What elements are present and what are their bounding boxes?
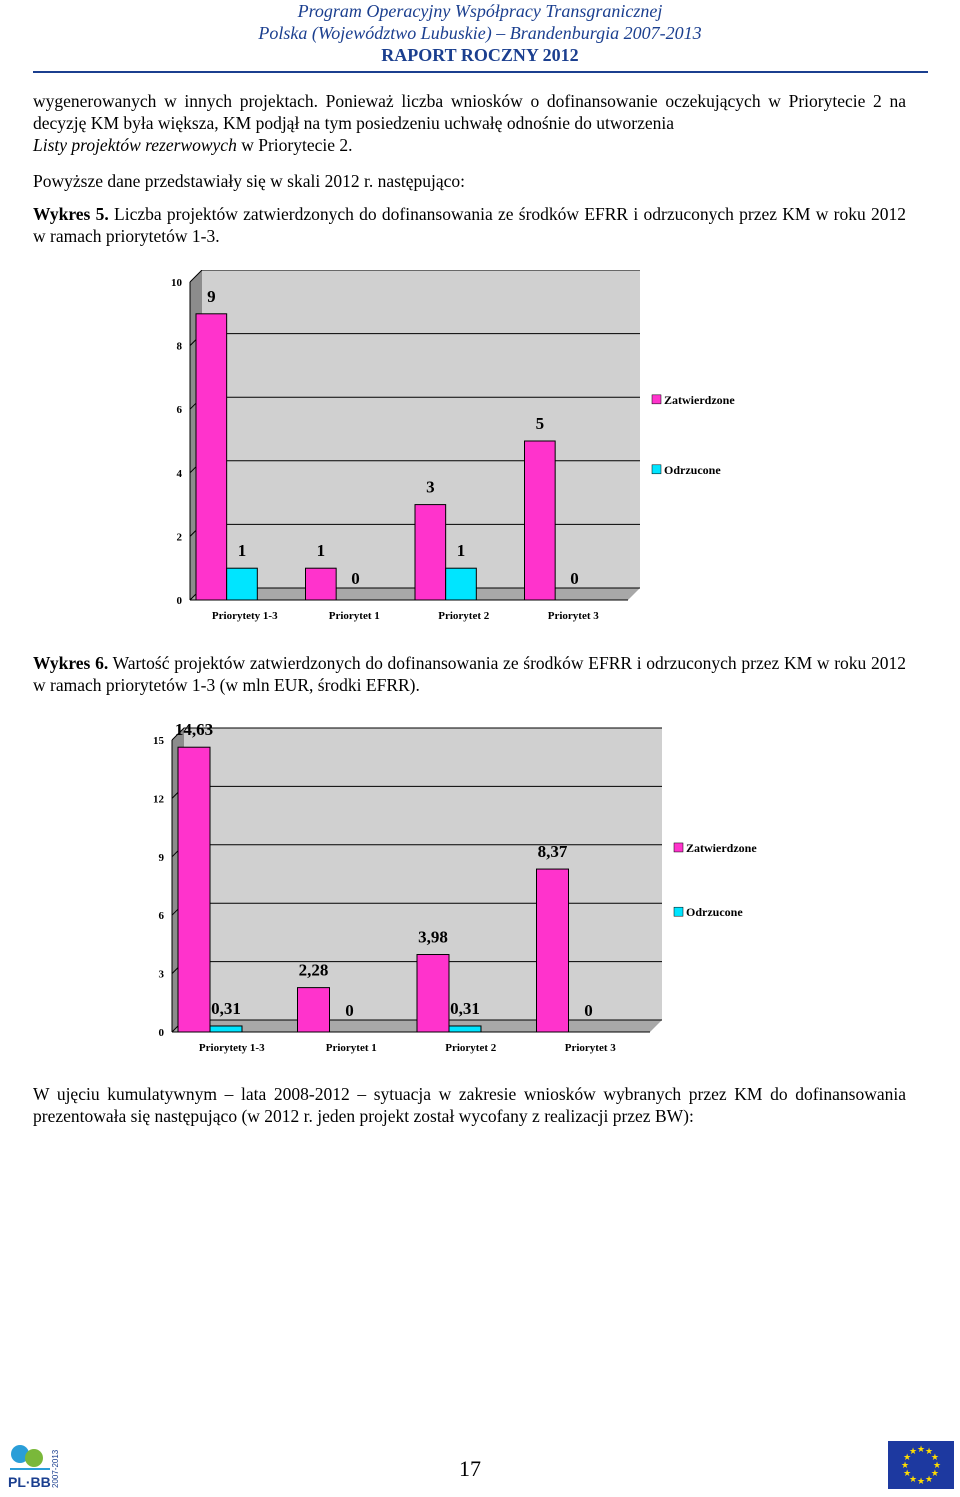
bar-approved <box>416 954 450 1033</box>
chart-5-caption-text: Liczba projektów zatwierdzonych do dofin… <box>33 204 906 246</box>
header-region-line: Polska (Województwo Lubuskie) – Brandenb… <box>258 23 702 43</box>
legend-swatch <box>651 464 662 475</box>
y-tick-label: 0 <box>177 595 183 607</box>
x-tick-label: Priorytet 2 <box>438 610 489 622</box>
bar-approved <box>414 504 447 601</box>
paragraph-intro-tail: Listy projektów rezerwowych w Prioryteci… <box>33 134 906 156</box>
reserve-list-term: Listy projektów rezerwowych <box>33 135 237 155</box>
bar-approved <box>177 746 211 1033</box>
eu-star: ★ <box>931 1453 939 1463</box>
chart-6-svg: 0 3 6 9 12 15 Priorytety 1-3 14,63 0,31 Priorytet… <box>153 720 757 1054</box>
data-label: 2,28 <box>299 961 329 980</box>
data-label: 0,31 <box>211 999 241 1018</box>
y-tick-label: 3 <box>159 969 165 981</box>
header-divider <box>33 71 928 73</box>
x-tick-label: Priorytet 2 <box>445 1042 496 1054</box>
header-report-title: RAPORT ROCZNY 2012 <box>381 45 579 65</box>
x-tick-label: Priorytet 3 <box>548 610 599 622</box>
eu-star: ★ <box>901 1461 909 1471</box>
page-number: 17 <box>459 1456 481 1481</box>
data-label: 0 <box>570 569 579 588</box>
legend-swatch <box>673 842 684 853</box>
bar-approved <box>297 987 330 1033</box>
x-tick-label: Priorytety 1-3 <box>212 610 278 622</box>
bar-approved <box>536 868 569 1033</box>
y-tick-label: 12 <box>153 793 165 805</box>
gridline <box>189 270 640 283</box>
bar-rejected <box>209 1025 243 1033</box>
eu-star: ★ <box>909 1475 917 1485</box>
chart-5-caption-label: Wykres 5. <box>33 204 109 224</box>
bar-rejected <box>448 1025 482 1033</box>
paragraph-intro-tail-rest: w Priorytecie 2. <box>236 135 353 155</box>
plbb-logo-icon: PL·BB 2007-2013 <box>8 1445 60 1490</box>
eu-flag: ★ ★ ★ ★ ★ ★ ★ ★ ★ ★ ★ ★ <box>888 1441 954 1489</box>
y-tick-label: 2 <box>177 531 183 543</box>
bar-approved <box>305 567 337 601</box>
header-program-line: Program Operacyjny Współpracy Transgrani… <box>297 1 663 21</box>
data-label: 1 <box>457 541 466 560</box>
x-tick-label: Priorytet 1 <box>329 610 380 622</box>
chart-6-caption-label: Wykres 6. <box>33 653 109 673</box>
chart-5: 0 2 4 6 8 10 Priorytety 1-3 9 1 Priorytet 1 1 0 Prio… <box>150 270 770 630</box>
paragraph-intro-text: wygenerowanych w innych projektach. Poni… <box>33 91 906 133</box>
eu-star: ★ <box>903 1469 911 1479</box>
data-label: 0 <box>584 1001 593 1020</box>
plbb-logo-years: 2007-2013 <box>51 1449 60 1488</box>
y-tick-label: 4 <box>177 468 183 480</box>
plbb-logo: PL·BB 2007-2013 <box>4 1440 64 1492</box>
x-tick-label: Priorytet 3 <box>565 1042 616 1054</box>
legend-label: Zatwierdzone <box>686 841 757 855</box>
chart-6-caption: Wykres 6. Wartość projektów zatwierdzony… <box>33 652 906 696</box>
eu-star: ★ <box>917 1477 925 1487</box>
data-label: 0 <box>345 1001 354 1020</box>
y-tick-label: 8 <box>177 341 183 353</box>
data-label: 9 <box>207 287 216 306</box>
y-tick-label: 9 <box>159 852 165 864</box>
bar-approved <box>524 440 556 601</box>
y-tick-label: 15 <box>153 735 165 747</box>
x-tick-label: Priorytet 1 <box>326 1042 377 1054</box>
legend-swatch <box>651 394 662 405</box>
report-header: Program Operacyjny Współpracy Transgrani… <box>0 0 960 66</box>
data-label: 14,63 <box>175 720 213 739</box>
legend-label: Odrzucone <box>664 463 721 477</box>
gridline <box>171 727 662 741</box>
chart-6-caption-text: Wartość projektów zatwierdzonych do dofi… <box>33 653 906 695</box>
eu-star: ★ <box>931 1469 939 1479</box>
bar-approved <box>195 313 228 601</box>
paragraph-cumulative: W ujęciu kumulatywnym – lata 2008-2012 –… <box>33 1084 906 1126</box>
data-label: 0 <box>351 569 360 588</box>
chart-6: 0 3 6 9 12 15 Priorytety 1-3 14,63 0,31 Priorytet… <box>130 720 810 1065</box>
eu-star: ★ <box>925 1447 933 1457</box>
paragraph-summary: Powyższe dane przedstawiały się w skali … <box>33 171 466 191</box>
legend-label: Odrzucone <box>686 905 743 919</box>
y-tick-label: 0 <box>159 1027 165 1039</box>
eu-star: ★ <box>909 1447 917 1457</box>
y-tick-label: 6 <box>177 404 183 416</box>
paragraph-intro: wygenerowanych w innych projektach. Poni… <box>33 90 906 156</box>
eu-star: ★ <box>903 1453 911 1463</box>
data-label: 3,98 <box>418 928 448 947</box>
bar-rejected <box>445 567 477 601</box>
plbb-logo-text: PL·BB <box>8 1474 51 1490</box>
eu-star: ★ <box>933 1461 941 1471</box>
eu-star: ★ <box>917 1445 925 1455</box>
chart-5-caption: Wykres 5. Liczba projektów zatwierdzonyc… <box>33 203 906 247</box>
legend-swatch <box>673 906 684 917</box>
eu-stars-icon: ★★★★★★★★★ ★ ★★ <box>901 1445 941 1487</box>
data-label: 8,37 <box>538 842 568 861</box>
legend-label: Zatwierdzone <box>664 393 735 407</box>
x-tick-label: Priorytety 1-3 <box>199 1042 265 1054</box>
data-label: 1 <box>317 541 326 560</box>
y-tick-label: 6 <box>159 910 165 922</box>
data-label: 5 <box>536 414 545 433</box>
data-label: 1 <box>238 541 247 560</box>
eu-star: ★ <box>925 1475 933 1485</box>
data-label: 3 <box>426 478 435 497</box>
y-tick-label: 10 <box>171 277 183 289</box>
data-label: 0,31 <box>450 999 480 1018</box>
bar-rejected <box>226 567 258 601</box>
